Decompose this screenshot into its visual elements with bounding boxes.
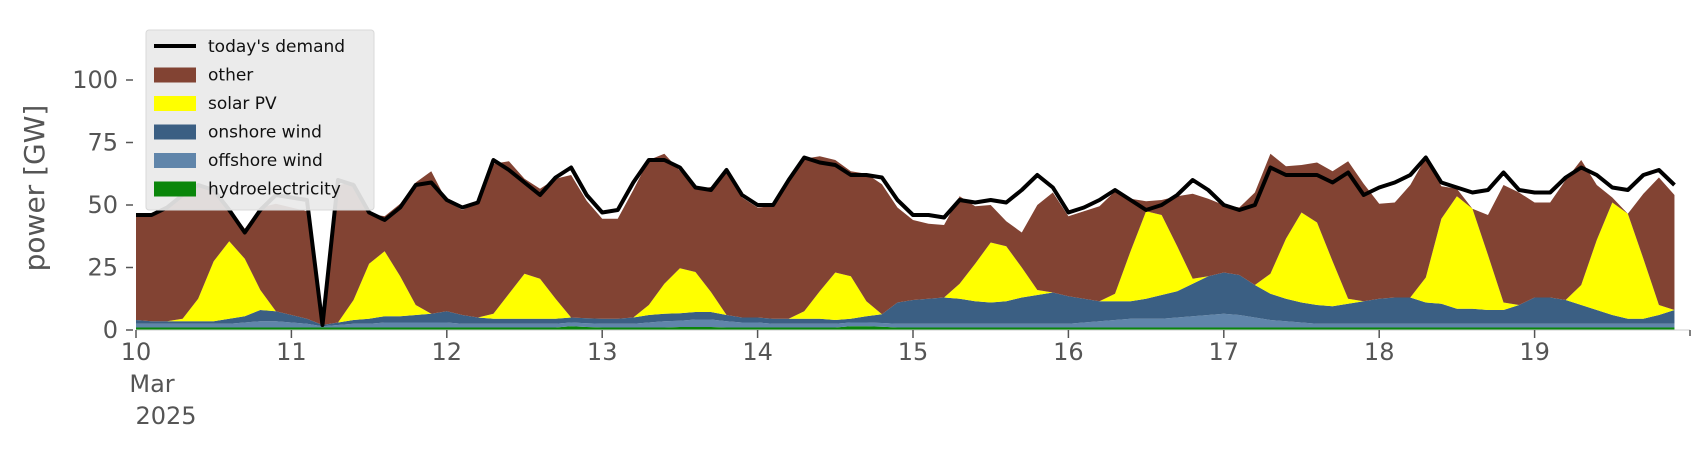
x-ticks: 10 Mar 2025 11 12 13 14 15 16 17 18 19 [121, 330, 1691, 430]
x-tick-label: 19 [1519, 338, 1550, 366]
x-tick-label: 15 [898, 338, 929, 366]
legend-swatch [154, 124, 196, 140]
x-tick-label: 10 [121, 338, 152, 366]
legend-swatch [154, 181, 196, 197]
x-tick-label: 18 [1364, 338, 1395, 366]
y-axis-label: power [GW] [18, 105, 51, 272]
y-tick-label: 75 [87, 129, 118, 157]
x-tick-label: 16 [1053, 338, 1084, 366]
x-tick-label: 13 [587, 338, 618, 366]
legend-item-other: other [154, 66, 253, 86]
x-tick-label: 11 [276, 338, 307, 366]
legend-label: today's demand [208, 37, 345, 57]
y-tick-label: 100 [72, 66, 118, 94]
x-tick-label: 12 [432, 338, 463, 366]
legend-swatch [154, 153, 196, 168]
demand-line-layer [136, 155, 1676, 327]
legend-label: solar PV [208, 94, 277, 114]
x-tick-label: 17 [1209, 338, 1240, 366]
legend-item-offshore-wind: offshore wind [154, 151, 323, 171]
area-solar-pv [136, 196, 1675, 325]
area-offshore-wind [136, 313, 1675, 328]
y-tick-label: 0 [103, 316, 118, 344]
legend-swatch [154, 96, 196, 111]
x-tick-month-label: Mar [129, 370, 174, 398]
legend-label: onshore wind [208, 123, 322, 143]
y-tick-label: 50 [87, 191, 118, 219]
line-today-s-demand [136, 155, 1676, 327]
legend-label: offshore wind [208, 151, 323, 171]
y-tick-label: 25 [87, 254, 118, 282]
legend-box [145, 29, 375, 211]
x-tick-year-label: 2025 [135, 402, 196, 430]
legend-item-onshore-wind: onshore wind [154, 123, 322, 143]
legend-swatch [154, 67, 196, 83]
x-tick-label: 14 [742, 338, 773, 366]
legend-label: hydroelectricity [208, 180, 341, 200]
legend-item-today-s-demand: today's demand [154, 37, 345, 57]
stacked-areas [136, 153, 1675, 330]
y-ticks: 0 25 50 75 100 [72, 66, 133, 344]
legend-item-hydroelectricity: hydroelectricity [154, 180, 341, 200]
legend-items: today's demand other solar PV onshore wind o… [154, 37, 345, 200]
legend-item-solar-pv: solar PV [154, 94, 277, 114]
legend-label: other [208, 66, 253, 86]
legend: today's demand other solar PV onshore wind o… [145, 29, 375, 211]
area-hydroelectricity [136, 326, 1675, 330]
area-other [136, 153, 1675, 325]
area-onshore-wind [136, 272, 1675, 327]
